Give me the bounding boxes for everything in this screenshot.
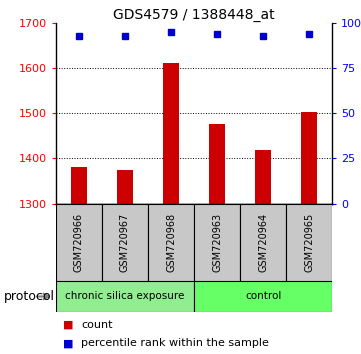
Bar — [301, 112, 317, 204]
Bar — [240, 204, 286, 281]
Text: control: control — [245, 291, 281, 302]
Bar — [148, 204, 194, 281]
Text: GSM720963: GSM720963 — [212, 213, 222, 272]
Bar — [255, 150, 271, 204]
Bar — [209, 124, 225, 204]
Text: GSM720964: GSM720964 — [258, 213, 268, 272]
Bar — [117, 170, 133, 204]
Bar — [163, 63, 179, 204]
Text: percentile rank within the sample: percentile rank within the sample — [81, 338, 269, 348]
Bar — [56, 204, 102, 281]
Text: chronic silica exposure: chronic silica exposure — [65, 291, 185, 302]
Text: GSM720966: GSM720966 — [74, 213, 84, 272]
Bar — [102, 204, 148, 281]
Text: ■: ■ — [63, 338, 74, 348]
Text: GSM720967: GSM720967 — [120, 213, 130, 272]
Bar — [286, 204, 332, 281]
Bar — [194, 204, 240, 281]
Bar — [71, 166, 87, 204]
Text: GSM720965: GSM720965 — [304, 213, 314, 272]
Text: ■: ■ — [63, 320, 74, 330]
Text: protocol: protocol — [4, 290, 55, 303]
Bar — [56, 281, 194, 312]
Text: GSM720968: GSM720968 — [166, 213, 176, 272]
Text: count: count — [81, 320, 113, 330]
Bar — [194, 281, 332, 312]
Title: GDS4579 / 1388448_at: GDS4579 / 1388448_at — [113, 8, 275, 22]
